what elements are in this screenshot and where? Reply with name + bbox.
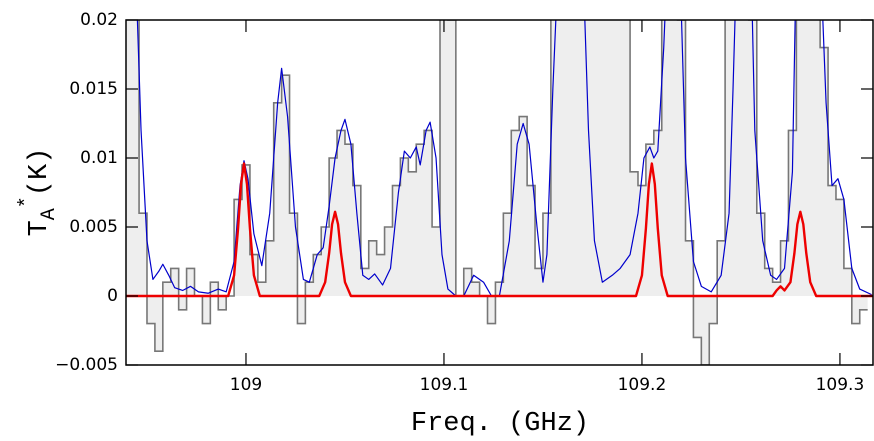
model-line (126, 162, 873, 298)
y-tick-label: −0.005 (55, 355, 118, 375)
x-tick-label: 109.3 (816, 375, 865, 395)
y-tick-label: 0.01 (80, 148, 118, 168)
spectrum-fill (126, 20, 868, 365)
y-tick-label: 0.02 (80, 10, 118, 30)
y-tick-label: 0.005 (69, 217, 118, 237)
x-axis-label: Freq. (GHz) (411, 409, 589, 439)
x-tick-label: 109 (230, 375, 262, 395)
y-label-main: T (25, 220, 55, 236)
plot-frame (125, 19, 874, 366)
y-tick-label: 0.015 (69, 79, 118, 99)
y-label-sub: A (38, 208, 61, 220)
x-tick-label: 109.2 (618, 375, 667, 395)
plot-area (126, 20, 873, 365)
x-tick-label: 109.1 (420, 375, 469, 395)
y-label-unit: (K) (25, 148, 55, 197)
model-line (136, 20, 872, 297)
y-axis-label: TA*(K) (16, 148, 61, 237)
y-tick-label: 0 (107, 286, 118, 306)
y-label-sup: * (16, 196, 39, 208)
spectrum-line (138, 20, 868, 365)
